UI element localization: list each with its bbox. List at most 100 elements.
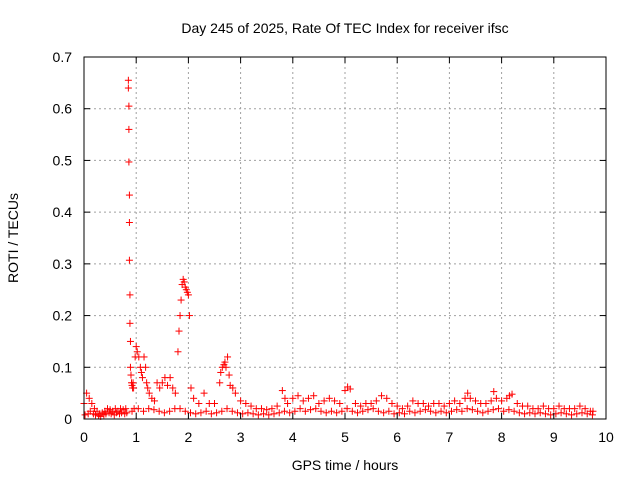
data-point — [140, 407, 148, 415]
data-point — [359, 407, 367, 415]
data-point — [160, 409, 168, 417]
data-point — [468, 406, 476, 414]
data-point — [411, 409, 419, 417]
data-point — [555, 402, 563, 410]
data-point — [222, 363, 230, 371]
data-point — [273, 402, 281, 410]
data-point — [155, 407, 163, 415]
chart-title: Day 245 of 2025, Rate Of TEC Index for r… — [181, 20, 508, 36]
data-point — [129, 379, 137, 387]
y-tick-label: 0.3 — [53, 256, 73, 272]
x-tick-label: 3 — [237, 429, 245, 445]
data-point — [573, 410, 581, 418]
data-point — [531, 410, 539, 418]
y-tick-label: 0.4 — [53, 204, 73, 220]
y-tick-label: 0.7 — [53, 49, 73, 65]
data-point — [500, 407, 508, 415]
data-point — [200, 389, 208, 397]
data-point — [133, 348, 141, 356]
data-point — [568, 411, 576, 419]
data-point — [124, 76, 132, 84]
data-point — [451, 397, 459, 405]
data-point — [390, 410, 398, 418]
data-point — [125, 218, 133, 226]
data-point — [145, 389, 153, 397]
data-point — [296, 405, 304, 413]
data-point — [217, 368, 225, 376]
data-point — [107, 410, 115, 418]
data-point — [294, 392, 302, 400]
data-point — [484, 407, 492, 415]
data-point — [254, 411, 262, 419]
data-point — [589, 407, 597, 415]
data-point — [166, 407, 174, 415]
data-point — [383, 394, 391, 402]
data-point — [126, 291, 134, 299]
data-point — [539, 402, 547, 410]
data-point — [221, 358, 229, 366]
data-point — [281, 394, 289, 402]
data-point — [487, 397, 495, 405]
data-point — [138, 374, 146, 382]
data-point — [581, 405, 589, 413]
data-point — [432, 409, 440, 417]
data-point — [134, 405, 142, 413]
data-point — [466, 394, 474, 402]
data-point — [176, 312, 184, 320]
data-point — [211, 399, 218, 407]
data-point — [435, 399, 443, 407]
data-point — [244, 409, 252, 417]
data-point — [158, 379, 166, 387]
data-point — [291, 407, 299, 415]
data-point — [513, 399, 521, 407]
data-point — [490, 388, 498, 396]
data-point — [474, 407, 482, 415]
data-point — [364, 406, 372, 414]
data-point — [265, 411, 273, 419]
data-point — [571, 405, 579, 413]
data-point — [427, 407, 435, 415]
data-point — [369, 405, 377, 413]
data-point — [510, 407, 518, 415]
data-point — [354, 409, 362, 417]
data-point — [150, 406, 158, 414]
data-point — [489, 406, 497, 414]
data-point — [395, 409, 403, 417]
data-point — [401, 410, 409, 418]
data-point — [331, 397, 339, 405]
x-tick-label: 10 — [598, 429, 614, 445]
data-point — [137, 368, 145, 376]
data-point — [398, 405, 406, 413]
data-point — [228, 407, 236, 415]
data-point — [304, 394, 312, 402]
data-point — [557, 409, 565, 417]
data-point — [388, 399, 396, 407]
data-point — [453, 406, 461, 414]
data-point — [156, 384, 164, 392]
data-point — [442, 409, 450, 417]
data-point — [317, 407, 325, 415]
data-point — [301, 407, 309, 415]
data-point — [534, 405, 542, 413]
data-point — [150, 397, 158, 405]
data-point — [312, 405, 320, 413]
data-point — [406, 407, 414, 415]
data-point — [536, 409, 544, 417]
data-point — [374, 407, 382, 415]
grid — [84, 57, 606, 419]
data-point — [346, 385, 354, 393]
data-point — [171, 389, 179, 397]
x-tick-label: 9 — [550, 429, 558, 445]
data-point — [299, 397, 307, 405]
y-tick-labels: 0 0.1 0.2 0.3 0.4 0.5 0.6 0.7 — [53, 49, 73, 427]
data-point — [192, 410, 200, 418]
data-point — [263, 406, 271, 414]
data-point — [351, 399, 359, 407]
data-point — [231, 389, 239, 397]
data-point — [562, 410, 570, 418]
data-point — [482, 399, 490, 407]
data-point — [176, 405, 184, 413]
data-point — [144, 384, 152, 392]
data-point — [202, 407, 210, 415]
